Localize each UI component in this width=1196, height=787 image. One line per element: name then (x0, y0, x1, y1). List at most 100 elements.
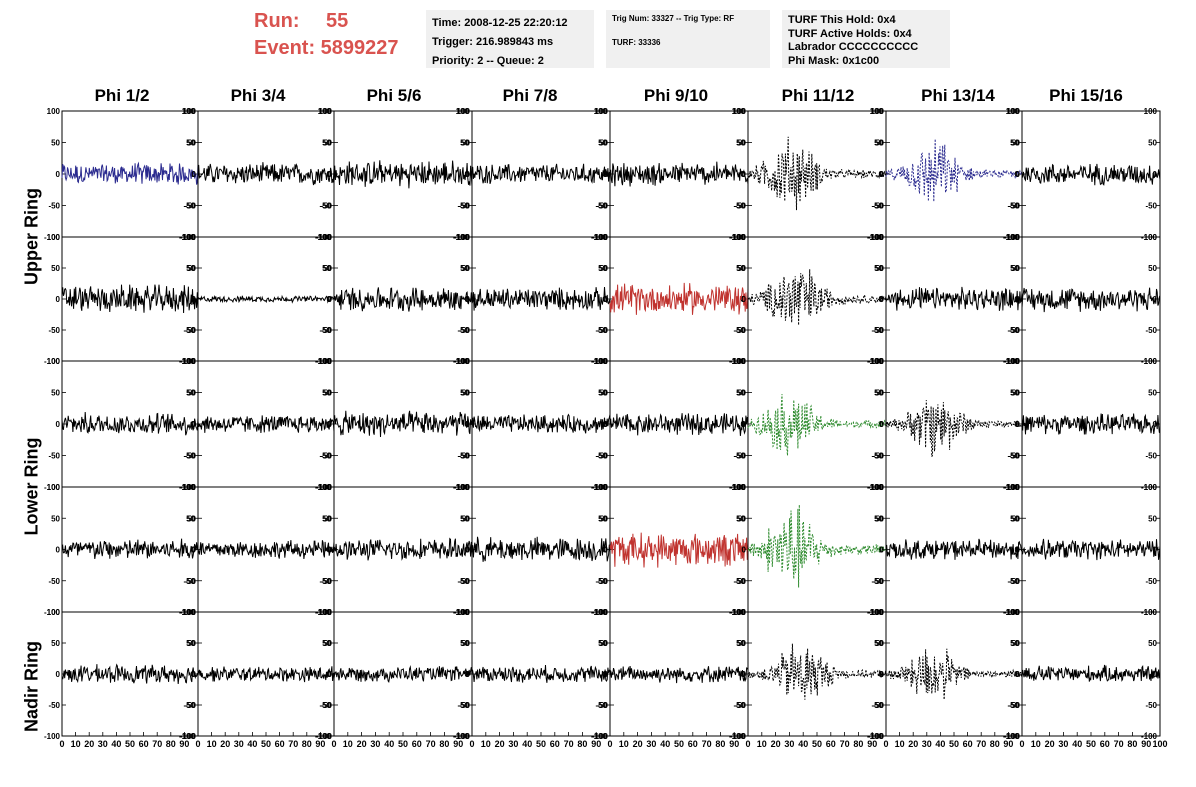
y-tick-label: 50 (1011, 514, 1020, 523)
x-tick-label: 30 (646, 739, 656, 749)
waveform-trace (747, 269, 887, 326)
run-number: 55 (326, 10, 349, 32)
y-tick-label-right: -50 (595, 452, 607, 461)
y-tick-label: 100 (871, 107, 885, 116)
y-tick-label: -100 (1004, 732, 1021, 741)
y-tick-label-right: 0 (1015, 170, 1020, 179)
y-tick-label-right: -50 (319, 452, 331, 461)
y-tick-label: 100 (871, 357, 885, 366)
y-tick-label-right: 50 (736, 139, 745, 148)
y-tick-label-right: 50 (736, 389, 745, 398)
y-tick-label-right: 100 (1144, 483, 1158, 492)
y-tick-label: 50 (461, 389, 470, 398)
y-tick-label: 50 (323, 264, 332, 273)
y-tick-label: -100 (868, 732, 885, 741)
x-tick-label: 10 (343, 739, 353, 749)
waveform-trace (1021, 538, 1161, 561)
y-tick-label: 100 (183, 608, 197, 617)
y-tick-label-right: 100 (456, 357, 470, 366)
waveform-trace (197, 294, 335, 304)
x-tick-label: 90 (591, 739, 601, 749)
waveform-trace (197, 162, 335, 186)
waveform-trace (197, 415, 335, 434)
y-tick-label-right: 100 (1144, 608, 1158, 617)
y-tick-label: -50 (1008, 452, 1020, 461)
y-tick-label-right: -50 (595, 577, 607, 586)
y-tick-label: 0 (56, 295, 61, 304)
y-tick-label: 0 (1016, 295, 1021, 304)
y-tick-label: -50 (596, 577, 608, 586)
x-tick-label: 60 (963, 739, 973, 749)
x-tick-label: 60 (1100, 739, 1110, 749)
y-tick-label: 0 (466, 546, 471, 555)
y-tick-label-right: -50 (1007, 202, 1019, 211)
y-tick-label: 50 (187, 514, 196, 523)
y-tick-label: 100 (47, 483, 61, 492)
y-tick-label: 50 (323, 139, 332, 148)
y-tick-label-right: 50 (322, 264, 331, 273)
waveform-trace (885, 286, 1023, 311)
x-tick-label: 10 (71, 739, 81, 749)
waveform-trace (471, 536, 611, 562)
waveform-trace (197, 540, 335, 560)
y-tick-label: 0 (742, 170, 747, 179)
y-tick-label-right: 100 (1144, 233, 1158, 242)
phi-mask-text: Phi Mask: 0x1c00 (788, 54, 880, 67)
y-tick-label: -50 (458, 577, 470, 586)
y-tick-label: 50 (51, 264, 60, 273)
waveform-panel-r5-c6: 100 100 50 50 0 0 -50 -50 -100 -100 (730, 608, 887, 741)
x-tick-label: 50 (125, 739, 135, 749)
y-tick-label: 100 (47, 107, 61, 116)
y-tick-label: 50 (737, 639, 746, 648)
x-tick-label: 40 (384, 739, 394, 749)
y-tick-label: -50 (1008, 701, 1020, 710)
y-tick-label: 100 (457, 608, 471, 617)
y-tick-label-right: 50 (1148, 639, 1157, 648)
y-tick-label-right: 100 (732, 608, 746, 617)
y-tick-label-right: -50 (183, 326, 195, 335)
y-tick-label: 50 (599, 389, 608, 398)
waveform-trace (333, 410, 473, 438)
y-tick-label-right: 100 (318, 107, 332, 116)
y-tick-label-right: 50 (460, 389, 469, 398)
column-title-phi-1-2: Phi 1/2 (94, 86, 150, 105)
y-tick-label: -100 (592, 732, 609, 741)
x-tick-label: 60 (412, 739, 422, 749)
y-tick-label-right: 50 (1148, 514, 1157, 523)
y-tick-label-right: -50 (1145, 701, 1157, 710)
x-tick-label: 20 (1045, 739, 1055, 749)
y-tick-label: 100 (1007, 357, 1021, 366)
waveform-trace (471, 286, 611, 311)
y-tick-label-right: 100 (594, 107, 608, 116)
y-tick-label-right: 100 (1006, 357, 1020, 366)
y-tick-label-right: 50 (1010, 139, 1019, 148)
y-tick-label-right: 100 (870, 233, 884, 242)
x-tick-label: 70 (564, 739, 574, 749)
y-tick-label: -50 (872, 452, 884, 461)
y-tick-label: -50 (320, 701, 332, 710)
y-tick-label: -50 (872, 202, 884, 211)
y-tick-label: 100 (47, 608, 61, 617)
y-tick-label: -100 (44, 732, 61, 741)
y-tick-label-right: -50 (319, 202, 331, 211)
waveform-trace (61, 161, 199, 185)
y-tick-label: -50 (184, 202, 196, 211)
x-tick-label: 60 (826, 739, 836, 749)
waveform-trace (333, 287, 473, 312)
y-tick-label: -100 (44, 233, 61, 242)
waveform-trace (333, 537, 473, 561)
waveform-panel-r5-c3: 100 100 50 50 0 0 -50 -50 -100 -100 (316, 608, 473, 741)
y-tick-label-right: 50 (598, 514, 607, 523)
x-tick-label: 20 (633, 739, 643, 749)
y-tick-label-right: -50 (319, 577, 331, 586)
y-tick-label-right: -50 (457, 701, 469, 710)
y-tick-label: 50 (187, 389, 196, 398)
x-tick-label: 0 (59, 739, 64, 749)
y-tick-label-right: 50 (186, 389, 195, 398)
